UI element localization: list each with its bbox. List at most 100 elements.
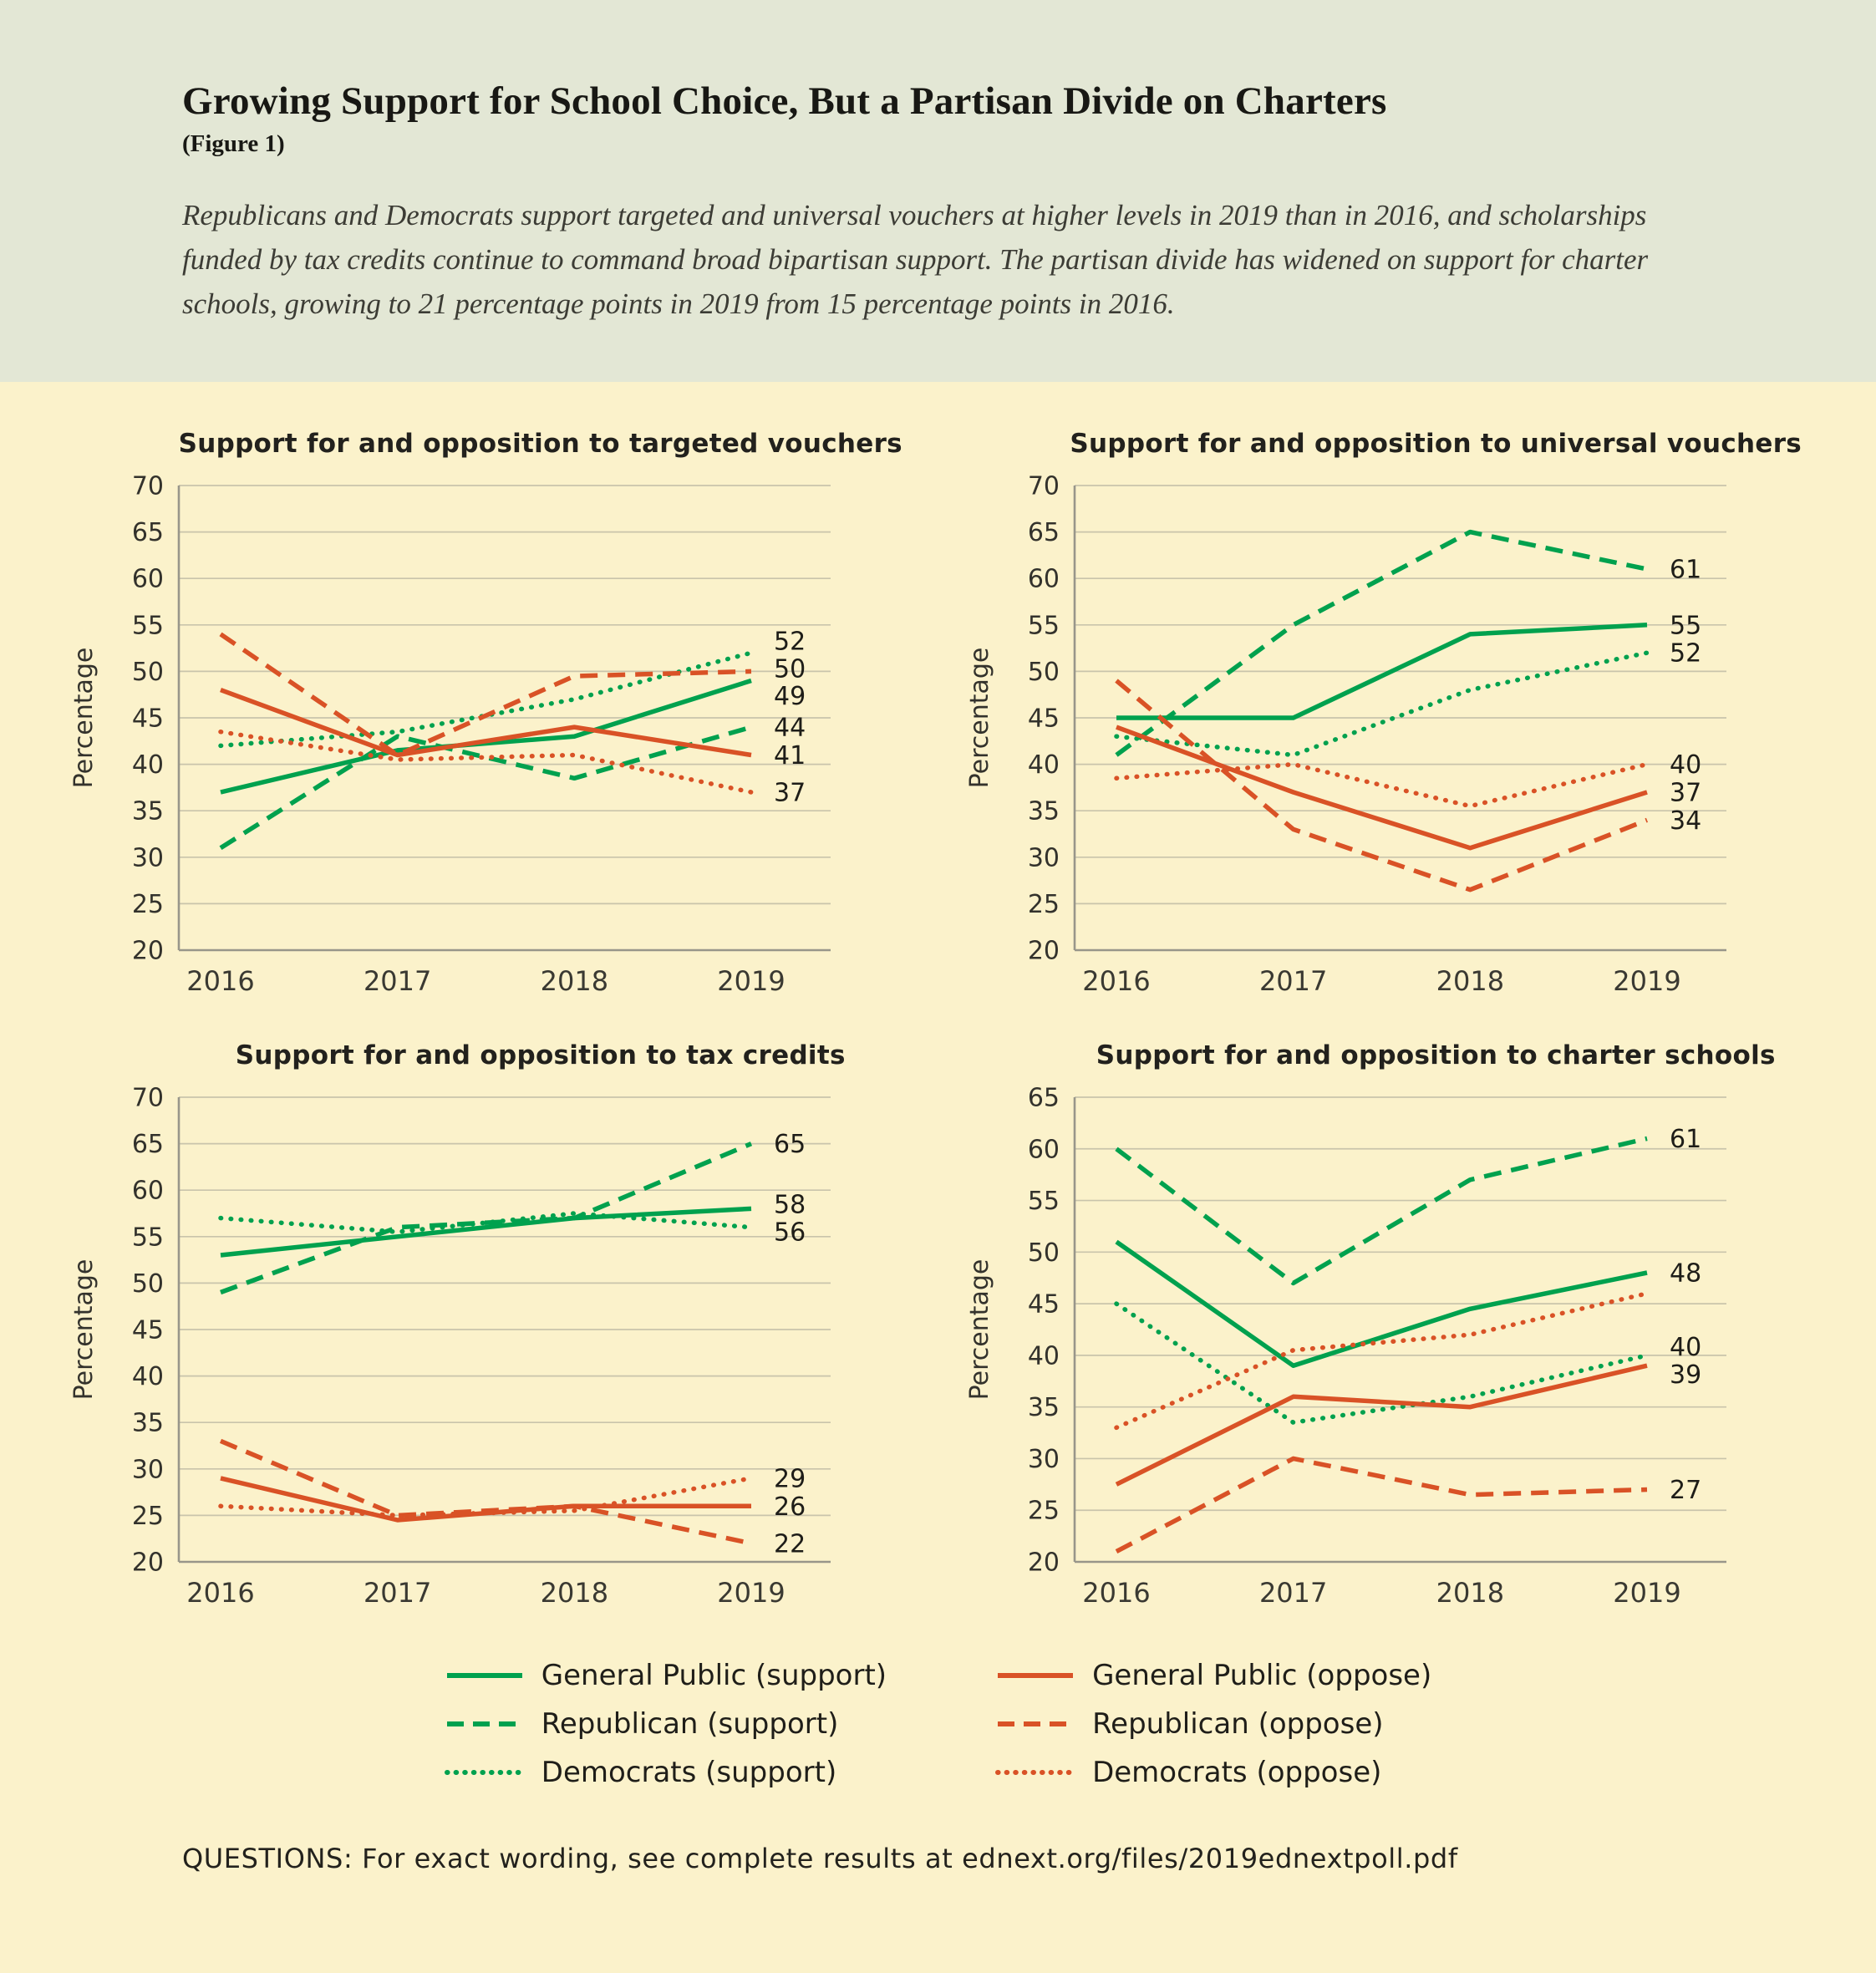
svg-text:55: 55: [132, 611, 164, 640]
y-axis-title: Percentage: [69, 1259, 99, 1400]
series-end-label-general-public-support: 55: [1670, 611, 1701, 640]
legend-item-general-public-oppose: General Public (oppose): [995, 1659, 1431, 1692]
x-axis-ticks: 2016 2017 2018 2019: [1082, 1577, 1680, 1609]
svg-text:30: 30: [1027, 843, 1059, 872]
svg-text:2016: 2016: [1082, 965, 1150, 997]
chart-title-charter-schools: Support for and opposition to charter sc…: [1096, 1040, 1776, 1070]
svg-text:55: 55: [132, 1223, 164, 1252]
series-end-label-general-public-support: 48: [1670, 1259, 1701, 1288]
svg-text:50: 50: [1027, 1238, 1059, 1267]
series-end-label-general-public-oppose: 26: [774, 1492, 806, 1521]
y-axis-title: Percentage: [965, 647, 994, 788]
svg-text:20: 20: [1027, 1548, 1059, 1577]
series-line-general-public-oppose: [1115, 1363, 1648, 1487]
svg-text:2017: 2017: [1258, 1577, 1326, 1609]
figure-header: Growing Support for School Choice, But a…: [0, 0, 1876, 382]
series-line-republican-oppose: [219, 1438, 752, 1546]
series-line-democrats-support: [1113, 1300, 1650, 1425]
chart-universal-vouchers: Support for and opposition to universal …: [958, 407, 1823, 1012]
legend-item-general-public-support: General Public (support): [445, 1659, 887, 1692]
svg-text:2018: 2018: [541, 1577, 608, 1609]
svg-text:2016: 2016: [1082, 1577, 1150, 1609]
legend-label: Republican (oppose): [1092, 1706, 1384, 1741]
series-end-label-democrats-support: 52: [774, 627, 806, 656]
series-end-label-democrats-oppose: 29: [774, 1464, 806, 1493]
svg-text:30: 30: [1027, 1445, 1059, 1474]
y-axis-ticks: 20 25 30 35 40 45 50 55 60 65: [1027, 1083, 1059, 1577]
svg-text:60: 60: [1027, 564, 1059, 593]
x-axis-ticks: 2016 2017 2018 2019: [186, 1577, 785, 1609]
chart-tax-credits: Support for and opposition to tax credit…: [62, 1019, 928, 1624]
series-end-label-republican-support: 61: [1670, 1124, 1701, 1153]
legend-item-republican-oppose: Republican (oppose): [995, 1707, 1431, 1741]
svg-text:70: 70: [1027, 471, 1059, 501]
figure-page: Growing Support for School Choice, But a…: [0, 0, 1876, 1874]
series-line-republican-oppose: [219, 632, 752, 757]
svg-text:2018: 2018: [1436, 965, 1503, 997]
series-end-label-general-public-oppose: 37: [1670, 778, 1701, 807]
svg-text:2016: 2016: [186, 965, 254, 997]
figure-label: (Figure 1): [182, 130, 285, 157]
y-axis-title: Percentage: [69, 647, 99, 788]
svg-text:30: 30: [132, 1455, 164, 1484]
chart-targeted-vouchers: Support for and opposition to targeted v…: [62, 407, 928, 1012]
series-end-label-republican-support: 65: [774, 1130, 806, 1159]
legend-item-republican-support: Republican (support): [445, 1707, 887, 1741]
series-line-republican-support: [220, 1141, 753, 1294]
svg-text:60: 60: [132, 1176, 164, 1205]
charts-grid: Support for and opposition to targeted v…: [0, 382, 1876, 1624]
series-line-republican-support: [219, 725, 752, 850]
legend-swatch-solid-line-icon: [446, 1672, 522, 1678]
series-line-general-public-oppose: [220, 687, 752, 757]
legend-item-democrats-support: Democrats (support): [444, 1755, 887, 1789]
svg-text:70: 70: [132, 1083, 164, 1112]
series-line-republican-oppose: [1114, 678, 1648, 892]
svg-text:70: 70: [132, 471, 164, 501]
series-end-label-general-public-support: 58: [774, 1190, 806, 1219]
series-line-republican-support: [1114, 529, 1648, 757]
chart-title-universal-vouchers: Support for and opposition to universal …: [1070, 428, 1802, 459]
legend-label: Republican (support): [541, 1706, 839, 1741]
line-chart-svg: 20 25 30 35 40 45 50 55 60 65 70 2016 2017 2018 2019 Pe…: [69, 471, 831, 997]
series-end-label-general-public-oppose: 41: [774, 741, 806, 770]
svg-text:2019: 2019: [717, 1577, 785, 1609]
series-line-republican-oppose: [1115, 1456, 1647, 1553]
svg-text:40: 40: [1027, 750, 1059, 780]
line-chart-svg: 20 25 30 35 40 45 50 55 60 65 70 2016 2017 2018 2019 Pe…: [965, 471, 1726, 997]
figure-title: Growing Support for School Choice, But a…: [182, 79, 1387, 123]
svg-text:25: 25: [1027, 889, 1059, 918]
svg-text:2017: 2017: [364, 1577, 431, 1609]
chart-plot-tax-credits: 20 25 30 35 40 45 50 55 60 65 70 2016 2017 2018 2019 Pe…: [62, 1072, 928, 1624]
legend-swatch-dashed-line-icon: [998, 1721, 1074, 1726]
svg-text:20: 20: [132, 1548, 164, 1577]
series-line-general-public-oppose: [220, 1475, 751, 1523]
svg-text:2018: 2018: [541, 965, 608, 997]
svg-text:2019: 2019: [717, 965, 785, 997]
svg-text:2018: 2018: [1436, 1577, 1503, 1609]
series-line-democrats-oppose: [218, 1475, 754, 1518]
svg-text:2019: 2019: [1613, 965, 1680, 997]
chart-charter-schools: Support for and opposition to charter sc…: [958, 1019, 1823, 1624]
line-chart-svg: 20 25 30 35 40 45 50 55 60 65 2016 2017 2018 2019 Perc…: [965, 1083, 1726, 1609]
svg-text:2019: 2019: [1613, 1577, 1680, 1609]
svg-text:50: 50: [132, 657, 164, 686]
series-line-general-public-oppose: [1115, 725, 1648, 851]
svg-text:60: 60: [1027, 1135, 1059, 1164]
legend-label: Democrats (oppose): [1092, 1755, 1382, 1789]
series-line-democrats-oppose: [1113, 1290, 1650, 1430]
svg-text:2017: 2017: [1258, 965, 1326, 997]
y-axis-ticks: 20 25 30 35 40 45 50 55 60 65 70: [1027, 471, 1059, 965]
series-line-general-public-support: [1114, 1239, 1648, 1368]
svg-text:50: 50: [1027, 657, 1059, 686]
chart-plot-universal-vouchers: 20 25 30 35 40 45 50 55 60 65 70 2016 2017 2018 2019 Pe…: [958, 460, 1823, 1012]
chart-plot-charter-schools: 20 25 30 35 40 45 50 55 60 65 2016 2017 2018 2019 Perc…: [958, 1072, 1823, 1624]
legend-swatch-solid-line-icon: [998, 1672, 1074, 1678]
svg-text:35: 35: [1027, 796, 1059, 826]
series-line-general-public-support: [220, 1206, 752, 1258]
legend-label: Democrats (support): [541, 1755, 837, 1789]
legend: General Public (support) General Public (…: [444, 1659, 1431, 1789]
svg-text:25: 25: [1027, 1496, 1059, 1525]
legend-swatch-dashed-line-icon: [446, 1721, 522, 1726]
svg-text:30: 30: [132, 843, 164, 872]
svg-text:45: 45: [132, 704, 164, 733]
